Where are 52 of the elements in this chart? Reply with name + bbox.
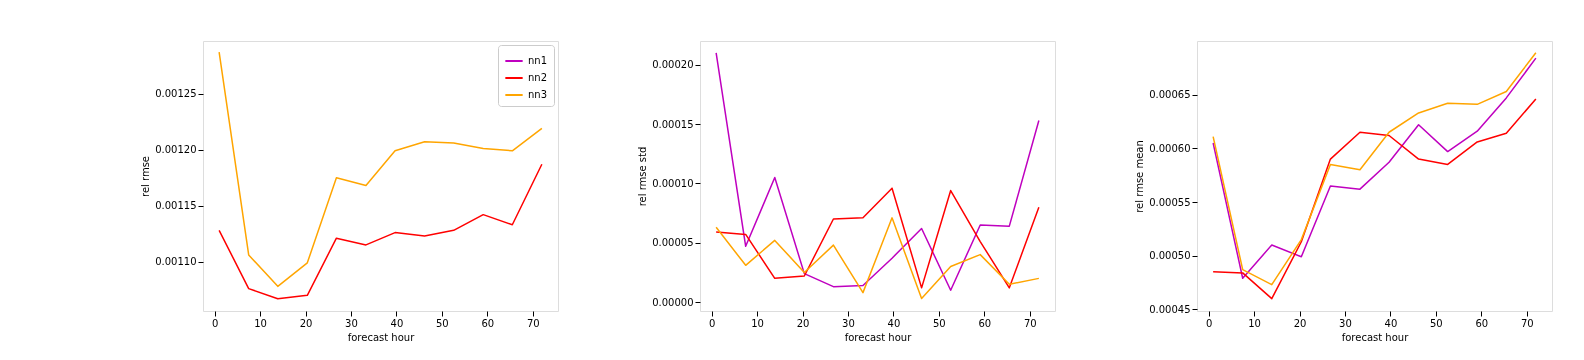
y-tick-label: 0.00115 [155, 200, 197, 212]
x-axis-title: forecast hour [844, 331, 913, 343]
x-tick-label: 70 [1023, 317, 1037, 329]
x-tick-label: 10 [751, 317, 764, 329]
y-tick-label: 0.00015 [652, 118, 694, 130]
legend-label: nn1 [528, 55, 548, 66]
y-tick-label: 0.00055 [1149, 196, 1191, 208]
y-tick-label: 0.00005 [652, 237, 694, 249]
line-series [218, 163, 543, 300]
y-tick-label: 0.00045 [1149, 303, 1191, 315]
x-tick-label: 20 [299, 317, 313, 329]
legend-label: nn3 [528, 89, 548, 100]
y-tick-label: 0.00000 [652, 296, 694, 308]
y-tick-label: 0.00020 [652, 59, 694, 71]
x-tick-label: 40 [887, 317, 901, 329]
y-tick-label: 0.00120 [155, 144, 197, 156]
x-tick-label: 10 [254, 317, 267, 329]
y-tick-label: 0.00065 [1149, 89, 1191, 101]
x-tick-label: 70 [526, 317, 540, 329]
x-tick-label: 30 [842, 317, 855, 329]
y-tick-label: 0.00050 [1149, 250, 1191, 262]
legend-label: nn2 [528, 72, 548, 83]
line-series [715, 52, 1040, 291]
x-tick-label: 60 [1475, 317, 1489, 329]
x-tick-label: 20 [1293, 317, 1307, 329]
y-tick-label: 0.00060 [1149, 142, 1191, 154]
y-axis-title: rel rmse [140, 155, 152, 198]
x-tick-label: 40 [1384, 317, 1398, 329]
x-tick-label: 70 [1520, 317, 1534, 329]
x-tick-label: 20 [796, 317, 810, 329]
y-axis-title: rel rmse mean [1134, 140, 1146, 213]
x-tick-label: 0 [211, 317, 219, 329]
y-tick-label: 0.00110 [155, 256, 197, 268]
y-tick-label: 0.00125 [155, 88, 197, 100]
x-axis-title: forecast hour [347, 331, 416, 343]
x-tick-label: 0 [1205, 317, 1213, 329]
x-axis-title: forecast hour [1341, 331, 1410, 343]
line-series [715, 187, 1040, 289]
x-tick-label: 10 [1248, 317, 1261, 329]
line-series [1212, 98, 1537, 300]
x-tick-label: 30 [1339, 317, 1352, 329]
x-tick-label: 50 [1430, 317, 1443, 329]
x-tick-label: 30 [345, 317, 358, 329]
y-axis-title: rel rmse std [637, 146, 649, 207]
line-series [715, 217, 1040, 300]
x-tick-label: 60 [481, 317, 495, 329]
x-tick-label: 40 [390, 317, 404, 329]
y-tick-label: 0.00010 [652, 177, 694, 189]
x-tick-label: 50 [436, 317, 449, 329]
x-tick-label: 50 [933, 317, 946, 329]
x-tick-label: 0 [708, 317, 716, 329]
x-tick-label: 60 [978, 317, 992, 329]
